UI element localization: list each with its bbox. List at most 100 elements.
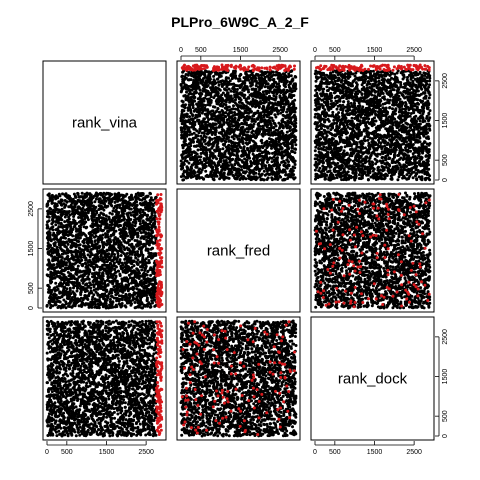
data-point bbox=[227, 105, 231, 109]
data-point bbox=[313, 108, 317, 111]
highlight-point bbox=[221, 67, 225, 71]
data-point bbox=[339, 108, 343, 111]
data-point bbox=[426, 107, 430, 111]
data-point bbox=[202, 151, 206, 155]
panel-frame bbox=[176, 60, 301, 185]
data-point bbox=[184, 73, 188, 76]
data-point bbox=[293, 75, 297, 78]
data-point bbox=[204, 142, 208, 146]
highlight-point bbox=[250, 64, 254, 68]
data-point bbox=[215, 143, 219, 147]
data-point bbox=[414, 174, 417, 178]
data-point bbox=[234, 98, 237, 102]
data-point bbox=[344, 72, 347, 76]
data-point bbox=[180, 162, 184, 166]
data-point bbox=[232, 82, 236, 86]
data-point bbox=[245, 162, 249, 166]
data-point bbox=[323, 97, 327, 100]
data-point bbox=[266, 129, 270, 133]
data-point bbox=[186, 174, 190, 178]
data-point bbox=[182, 116, 186, 119]
data-point bbox=[384, 165, 388, 169]
data-point bbox=[262, 115, 266, 119]
data-point bbox=[267, 77, 271, 81]
data-point bbox=[213, 163, 217, 167]
data-point bbox=[188, 115, 192, 119]
data-point bbox=[266, 70, 269, 74]
panel-r1-c3 bbox=[310, 60, 435, 185]
data-point bbox=[232, 104, 235, 108]
data-point bbox=[210, 117, 214, 121]
data-point bbox=[422, 71, 426, 75]
data-point bbox=[294, 129, 298, 133]
data-point bbox=[202, 134, 206, 138]
data-point bbox=[235, 113, 239, 116]
data-point bbox=[316, 121, 320, 125]
data-point bbox=[288, 142, 292, 146]
data-point bbox=[287, 85, 291, 89]
data-point bbox=[375, 95, 379, 99]
variable-label: rank_vina bbox=[72, 115, 138, 132]
data-point bbox=[257, 106, 261, 109]
data-point bbox=[408, 114, 412, 118]
data-point bbox=[371, 166, 375, 170]
data-point bbox=[225, 84, 229, 88]
data-point bbox=[180, 122, 184, 126]
data-point bbox=[266, 85, 270, 89]
highlight-point bbox=[225, 66, 229, 70]
data-point bbox=[221, 147, 225, 151]
data-point bbox=[330, 104, 334, 108]
data-point bbox=[289, 69, 293, 73]
data-point bbox=[403, 82, 406, 86]
data-point bbox=[229, 122, 233, 126]
data-point bbox=[257, 131, 261, 135]
data-point bbox=[402, 74, 406, 78]
data-point bbox=[283, 121, 287, 124]
data-point bbox=[272, 155, 276, 159]
data-point bbox=[287, 164, 291, 168]
data-point bbox=[245, 85, 249, 89]
data-point bbox=[205, 153, 209, 157]
data-point bbox=[234, 159, 238, 163]
data-point bbox=[280, 150, 284, 154]
data-point bbox=[187, 71, 191, 74]
data-point bbox=[215, 157, 219, 161]
data-point bbox=[213, 133, 217, 137]
data-point bbox=[181, 78, 185, 81]
highlight-point bbox=[191, 64, 195, 68]
data-point bbox=[222, 118, 226, 122]
data-point bbox=[207, 131, 211, 135]
data-point bbox=[243, 137, 247, 141]
data-point bbox=[186, 73, 190, 77]
data-point bbox=[229, 99, 233, 103]
data-point bbox=[285, 80, 289, 84]
data-point bbox=[292, 94, 296, 97]
data-point bbox=[184, 156, 187, 160]
data-point bbox=[190, 101, 194, 105]
data-point bbox=[238, 111, 242, 115]
data-point bbox=[191, 106, 195, 110]
data-point bbox=[197, 131, 201, 135]
data-point bbox=[289, 132, 293, 136]
data-point bbox=[356, 122, 360, 126]
data-point bbox=[286, 146, 290, 150]
data-point bbox=[329, 71, 332, 75]
data-point bbox=[278, 138, 282, 142]
data-point bbox=[366, 94, 370, 98]
data-point bbox=[252, 157, 255, 161]
data-point bbox=[219, 95, 222, 99]
data-point bbox=[282, 163, 286, 167]
data-point bbox=[249, 176, 253, 180]
data-point bbox=[360, 167, 364, 171]
data-point bbox=[205, 112, 209, 116]
data-point bbox=[232, 137, 236, 141]
data-point bbox=[265, 110, 269, 114]
data-point bbox=[195, 110, 199, 114]
highlight-point bbox=[243, 67, 247, 71]
highlight-point bbox=[190, 67, 193, 71]
data-point bbox=[224, 175, 228, 179]
data-point bbox=[314, 76, 318, 79]
data-point bbox=[251, 152, 255, 156]
data-point bbox=[289, 175, 293, 179]
data-point bbox=[225, 108, 229, 112]
